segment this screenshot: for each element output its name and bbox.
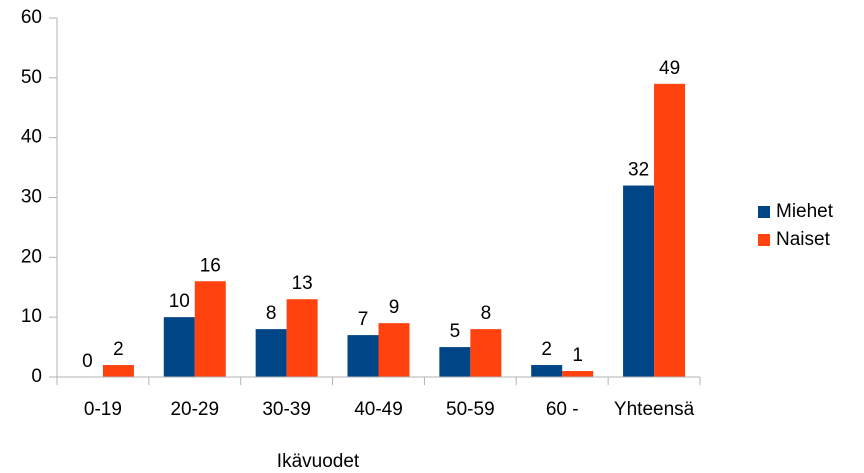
legend-swatch (758, 234, 770, 246)
bar (102, 365, 134, 377)
data-label: 8 (266, 303, 277, 324)
x-tick-label: 50-59 (446, 399, 495, 420)
data-label: 32 (628, 160, 649, 181)
y-tick-label: 40 (21, 127, 42, 148)
y-tick-label: 10 (21, 306, 42, 327)
x-tick-label: 40-49 (354, 399, 403, 420)
x-tick-label: 30-39 (262, 399, 311, 420)
bar (654, 83, 686, 378)
y-tick-label: 30 (21, 187, 42, 208)
legend-label: Naiset (776, 229, 831, 250)
x-tick-label: Yhteensä (614, 399, 695, 420)
data-label: 2 (541, 339, 552, 360)
bar (163, 317, 195, 377)
bar (531, 365, 563, 377)
x-tick-label: 20-29 (170, 399, 219, 420)
legend-label: Miehet (776, 201, 834, 222)
data-label: 5 (450, 321, 461, 342)
data-label: 16 (200, 255, 221, 276)
bar (378, 323, 410, 377)
bar (562, 371, 594, 377)
data-label: 0 (82, 351, 93, 372)
data-label: 10 (169, 291, 190, 312)
x-axis-label: Ikävuodet (277, 451, 360, 472)
y-tick-label: 20 (21, 246, 42, 267)
data-label: 1 (572, 345, 583, 366)
x-tick-label: 0-19 (84, 399, 122, 420)
x-tick-label: 60 - (546, 399, 579, 420)
bar (439, 347, 471, 377)
y-tick-label: 0 (31, 366, 42, 387)
bar (286, 299, 318, 377)
data-label: 49 (659, 58, 680, 79)
bar (194, 281, 226, 377)
bar (623, 185, 655, 377)
legend-swatch (758, 206, 770, 218)
data-label: 9 (389, 297, 400, 318)
data-label: 2 (113, 339, 124, 360)
bar (470, 329, 502, 377)
data-label: 8 (481, 303, 492, 324)
bar (255, 329, 287, 377)
data-label: 13 (292, 273, 313, 294)
bar (347, 335, 379, 377)
data-label: 7 (358, 309, 369, 330)
y-tick-label: 50 (21, 67, 42, 88)
y-tick-label: 60 (21, 7, 42, 28)
